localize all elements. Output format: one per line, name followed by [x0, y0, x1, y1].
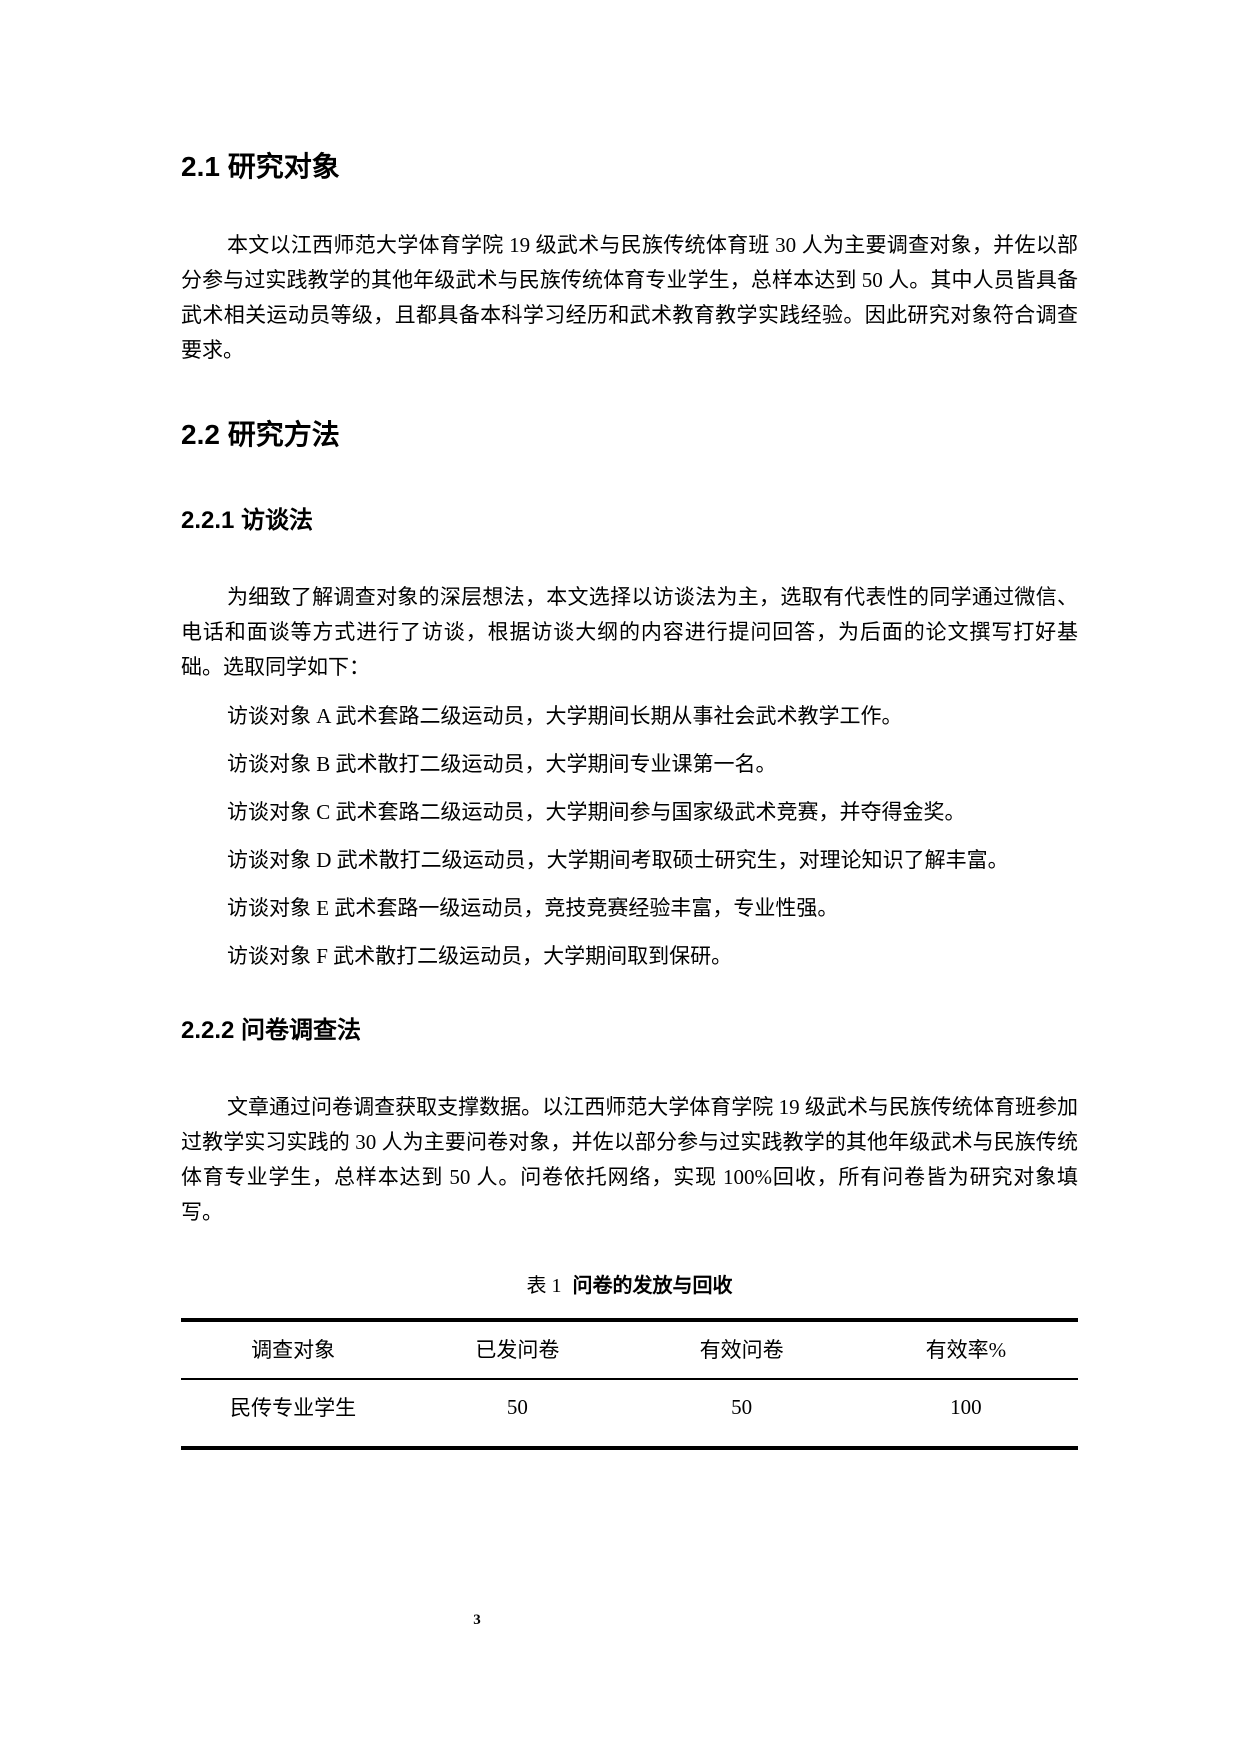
heading-2-2: 2.2 研究方法 — [181, 419, 340, 450]
heading-2-2-2: 2.2.2 问卷调查法 — [181, 1017, 362, 1044]
table-cell-valid-rate: 100 — [950, 1394, 982, 1419]
table-caption-title: 问卷的发放与回收 — [572, 1275, 733, 1297]
list-item-interviewee-f: 访谈对象 F 武术散打二级运动员，大学期间取到保研。 — [227, 944, 733, 968]
table-cell-valid: 50 — [731, 1394, 753, 1419]
table-cell-issued: 50 — [506, 1394, 528, 1419]
table-header-valid-rate: 有效率% — [853, 1320, 1078, 1380]
table-row: 民传专业学生 50 50 100 — [181, 1379, 1078, 1448]
list-item-interviewee-a: 访谈对象 A 武术套路二级运动员，大学期间长期从事社会武术教学工作。 — [227, 704, 903, 728]
table-caption: 表 1 问卷的发放与回收 — [181, 1272, 1078, 1300]
list-item-interviewee-d: 访谈对象 D 武术散打二级运动员，大学期间考取硕士研究生，对理论知识了解丰富。 — [227, 848, 1009, 872]
list-item-interviewee-e: 访谈对象 E 武术套路一级运动员，竞技竞赛经验丰富，专业性强。 — [227, 896, 839, 920]
paragraph-research-subjects: 本文以江西师范大学体育学院 19 级武术与民族传统体育班 30 人为主要调查对象… — [181, 233, 1078, 362]
interview-subject-list: 访谈对象 A 武术套路二级运动员，大学期间长期从事社会武术教学工作。 访谈对象 … — [181, 699, 1078, 974]
table-caption-number: 表 1 — [526, 1275, 562, 1297]
paragraph-interview-method: 为细致了解调查对象的深层想法，本文选择以访谈法为主，选取有代表性的同学通过微信、… — [181, 585, 1078, 679]
table-header-row: 调查对象 已发问卷 有效问卷 有效率% — [181, 1320, 1078, 1380]
table-header-valid: 有效问卷 — [629, 1320, 854, 1380]
paragraph-questionnaire-method: 文章通过问卷调查获取支撑数据。以江西师范大学体育学院 19 级武术与民族传统体育… — [181, 1095, 1078, 1224]
page-number: 3 — [473, 1612, 481, 1628]
heading-2-1: 2.1 研究对象 — [181, 151, 340, 182]
questionnaire-table: 调查对象 已发问卷 有效问卷 有效率% 民传专业学生 50 50 100 — [181, 1318, 1078, 1450]
table-cell-target: 民传专业学生 — [230, 1396, 357, 1420]
table-header-survey-target: 调查对象 — [181, 1320, 406, 1380]
page-content: 2.1 研究对象 本文以江西师范大学体育学院 19 级武术与民族传统体育班 30… — [181, 150, 1078, 1450]
list-item-interviewee-b: 访谈对象 B 武术散打二级运动员，大学期间专业课第一名。 — [227, 752, 777, 776]
list-item-interviewee-c: 访谈对象 C 武术套路二级运动员，大学期间参与国家级武术竞赛，并夺得金奖。 — [227, 800, 966, 824]
heading-2-2-1: 2.2.1 访谈法 — [181, 507, 314, 534]
table-header-issued: 已发问卷 — [405, 1320, 630, 1380]
